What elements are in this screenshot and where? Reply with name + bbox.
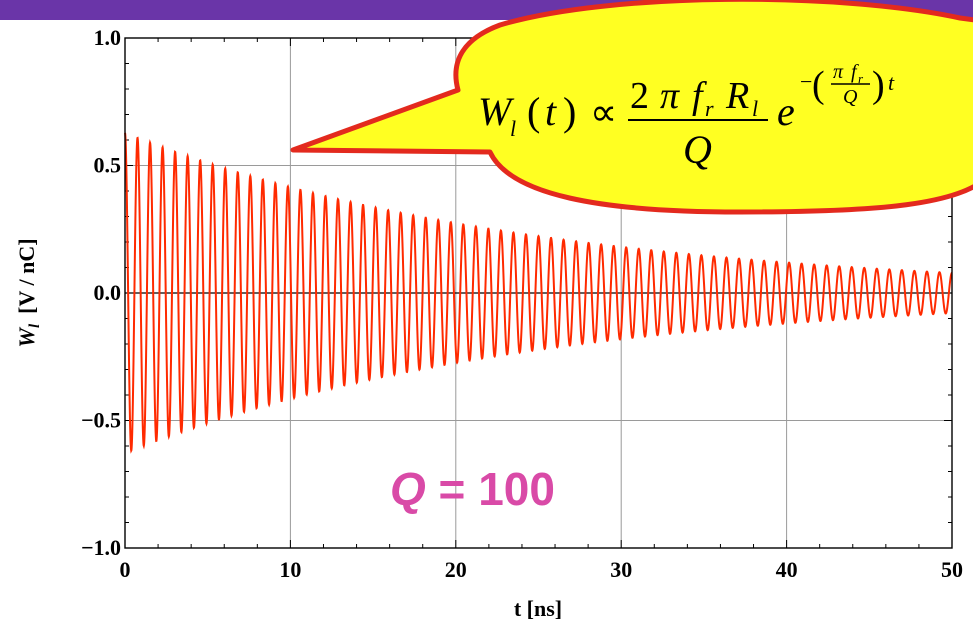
y-tick-label: 0.0 xyxy=(94,280,122,305)
formula-exp-q: Q xyxy=(843,86,858,108)
formula-numerator-r-subscript: l xyxy=(752,96,758,121)
formula-lparen: ( xyxy=(527,89,540,134)
callout-bubble xyxy=(290,0,973,215)
formula-exp-f: f xyxy=(851,61,859,83)
formula-numerator-pi: π xyxy=(660,75,680,117)
y-axis-label-unit: [V / nC] xyxy=(14,238,39,313)
formula-numerator-f-subscript: r xyxy=(705,96,714,121)
formula-exp-minus: − xyxy=(800,69,812,94)
formula-exp-rparen: ) xyxy=(872,64,885,106)
formula-denominator-q: Q xyxy=(683,127,712,172)
formula-exp-pi: π xyxy=(833,61,844,83)
x-tick-label: 0 xyxy=(120,557,131,582)
q-annotation: Q = 100 xyxy=(390,463,555,515)
y-tick-label: 1.0 xyxy=(94,25,122,50)
formula-t: t xyxy=(545,89,557,134)
wake-trace-line xyxy=(124,132,953,454)
formula-exp-f-subscript: r xyxy=(858,71,864,86)
formula-proportional: ∝ xyxy=(590,92,617,134)
x-axis-label: t [ns] xyxy=(514,596,562,621)
x-tick-label: 10 xyxy=(279,557,301,582)
callout-formula: W l ( t ) ∝ 2 π f r R l Q e − ( π f r Q … xyxy=(478,61,895,172)
x-tick-labels: 0 10 20 30 40 50 xyxy=(120,557,964,582)
formula-numerator-2: 2 xyxy=(630,75,649,117)
formula-e: e xyxy=(777,89,795,134)
formula-exp-t: t xyxy=(888,70,895,95)
y-tick-label: −1.0 xyxy=(81,535,121,560)
x-tick-label: 20 xyxy=(445,557,467,582)
y-axis-label-symbol: W xyxy=(14,327,39,348)
x-tick-label: 30 xyxy=(610,557,632,582)
svg-text:Wl[V / nC]: Wl [V / nC] xyxy=(14,238,43,347)
y-axis-label-subscript: l xyxy=(27,323,43,328)
x-tick-label: 40 xyxy=(776,557,798,582)
formula-exp-lparen: ( xyxy=(812,64,825,106)
y-tick-label: 0.5 xyxy=(94,153,122,178)
q-annotation-value: = 100 xyxy=(426,463,555,515)
formula-w: W xyxy=(478,89,515,134)
formula-numerator-r: R xyxy=(725,75,749,117)
formula-rparen: ) xyxy=(563,89,576,134)
x-tick-label: 50 xyxy=(941,557,963,582)
formula-callout: W l ( t ) ∝ 2 π f r R l Q e − ( π f r Q … xyxy=(290,0,973,215)
q-annotation-symbol: Q xyxy=(390,463,426,515)
y-tick-labels: −1.0 −0.5 0.0 0.5 1.0 xyxy=(81,25,121,560)
formula-w-subscript: l xyxy=(510,116,516,141)
y-tick-label: −0.5 xyxy=(81,408,121,433)
y-axis-label: Wl [V / nC] xyxy=(14,238,43,347)
